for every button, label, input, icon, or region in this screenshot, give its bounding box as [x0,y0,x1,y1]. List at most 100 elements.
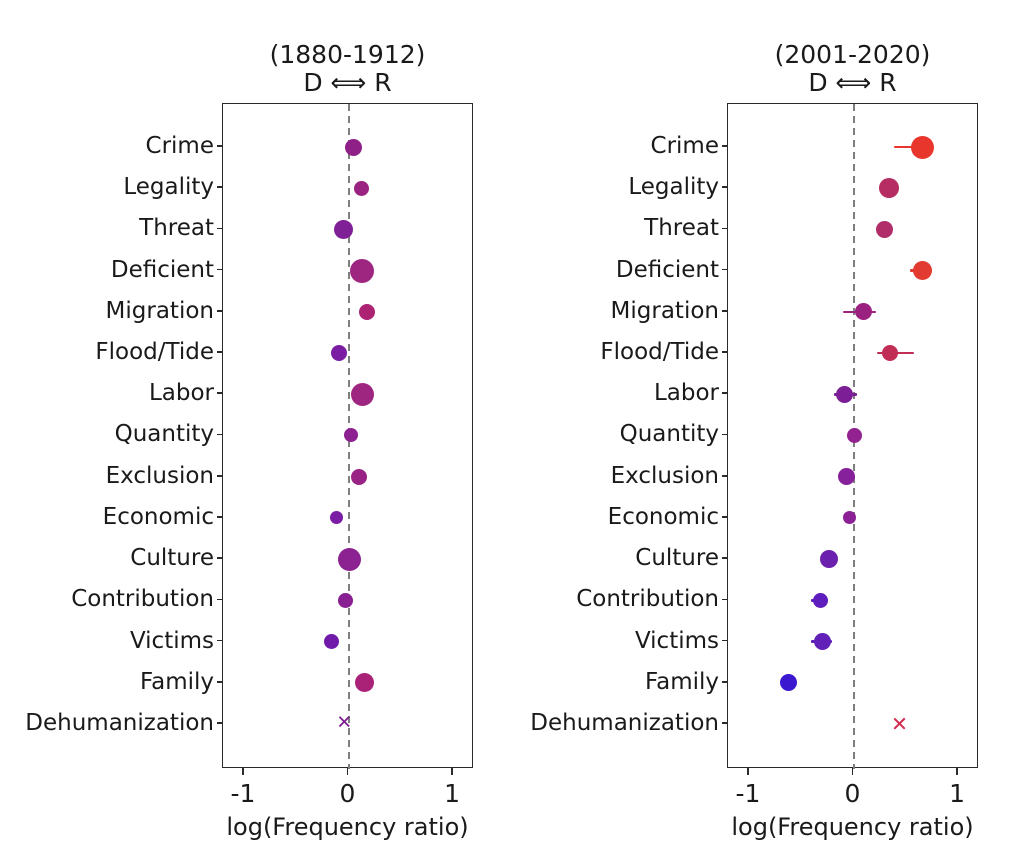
category-label: Migration [105,297,214,324]
data-point [324,634,340,650]
y-axis-tick [722,516,727,518]
category-label: Crime [145,133,214,159]
data-point [330,511,344,525]
y-axis-tick [722,310,727,312]
y-axis-tick [722,680,727,683]
category-label: Dehumanization [530,709,719,736]
y-axis-tick [217,268,222,271]
y-axis-tick [722,227,727,230]
y-axis-tick [217,516,222,518]
chart-title: (2001-2020) [774,40,931,69]
data-point [820,550,839,569]
category-label: Labor [653,380,719,407]
y-axis-tick [722,474,727,477]
category-label: Victims [634,627,719,654]
y-axis-tick [217,433,222,436]
y-axis-tick [722,433,727,436]
category-label: Exclusion [105,462,214,489]
y-axis-tick [722,186,727,188]
x-axis-tick [956,768,958,775]
data-point [331,345,348,362]
data-point [343,428,358,443]
y-axis-tick [722,557,727,559]
category-label: Culture [635,545,719,572]
data-point [353,180,369,196]
data-point [837,468,855,486]
category-label: Flood/Tide [600,339,719,366]
data-point [911,135,935,159]
y-axis-tick [217,310,222,312]
y-axis-tick [722,639,727,642]
x-axis-title: log(Frequency ratio) [226,813,469,841]
plot-area: ✕ [222,103,473,769]
data-point [345,138,363,156]
category-label: Deficient [615,256,719,283]
x-axis-tick [346,768,349,775]
data-point [780,674,798,692]
data-point [350,382,374,406]
category-label: Quantity [619,421,719,448]
x-tick-label: 0 [339,779,356,808]
data-point [354,673,374,693]
plot-area: ✕ [727,103,978,769]
category-label: Labor [148,380,214,407]
category-label: Deficient [110,256,214,283]
data-point [855,303,873,321]
y-axis-tick [217,186,222,188]
x-axis-title: log(Frequency ratio) [731,813,974,841]
y-axis-tick [217,680,222,683]
category-label: Legality [628,174,719,201]
category-label: Family [139,668,214,695]
x-tick-label: 0 [844,779,861,808]
y-axis-tick [722,598,727,601]
category-label: Threat [139,215,214,242]
data-point [913,261,933,281]
x-axis-tick [451,768,453,775]
data-point [337,592,353,608]
x-axis-tick [747,768,749,775]
data-point [879,178,900,199]
data-point [359,303,376,320]
y-axis-tick [217,145,222,147]
x-tick-label: -1 [230,779,256,808]
category-label: Culture [130,545,214,572]
data-point [338,547,362,571]
data-point [876,220,894,238]
y-axis-tick [722,722,727,724]
x-marker: ✕ [891,711,909,736]
y-axis-tick [217,351,222,353]
category-label: Legality [123,174,214,201]
y-axis-tick [722,392,727,395]
y-axis-tick [217,557,222,559]
category-label: Quantity [114,421,214,448]
y-axis-tick [722,351,727,353]
x-tick-label: -1 [735,779,761,808]
category-label: Migration [610,297,719,324]
category-label: Threat [644,215,719,242]
category-label: Contribution [576,586,719,613]
category-label: Dehumanization [25,709,214,736]
y-axis-tick [217,392,222,395]
category-label: Victims [129,627,214,654]
y-axis-tick [722,145,727,147]
data-point [835,385,853,403]
y-axis-tick [217,722,222,724]
data-point [812,592,828,608]
category-label: Economic [102,503,214,530]
category-label: Crime [650,133,719,159]
chart-title: (1880-1912) [269,40,426,69]
party-direction-label: D ⟺ R [808,68,897,97]
data-point [813,633,831,651]
data-point [882,345,899,362]
x-axis-tick [242,768,244,775]
y-axis-tick [217,474,222,477]
data-point [842,511,856,525]
y-axis-tick [217,639,222,642]
data-point [333,219,353,239]
x-tick-label: 1 [444,779,461,808]
data-point [350,258,375,283]
y-axis-tick [217,227,222,230]
data-point [350,468,367,485]
category-label: Family [644,668,719,695]
